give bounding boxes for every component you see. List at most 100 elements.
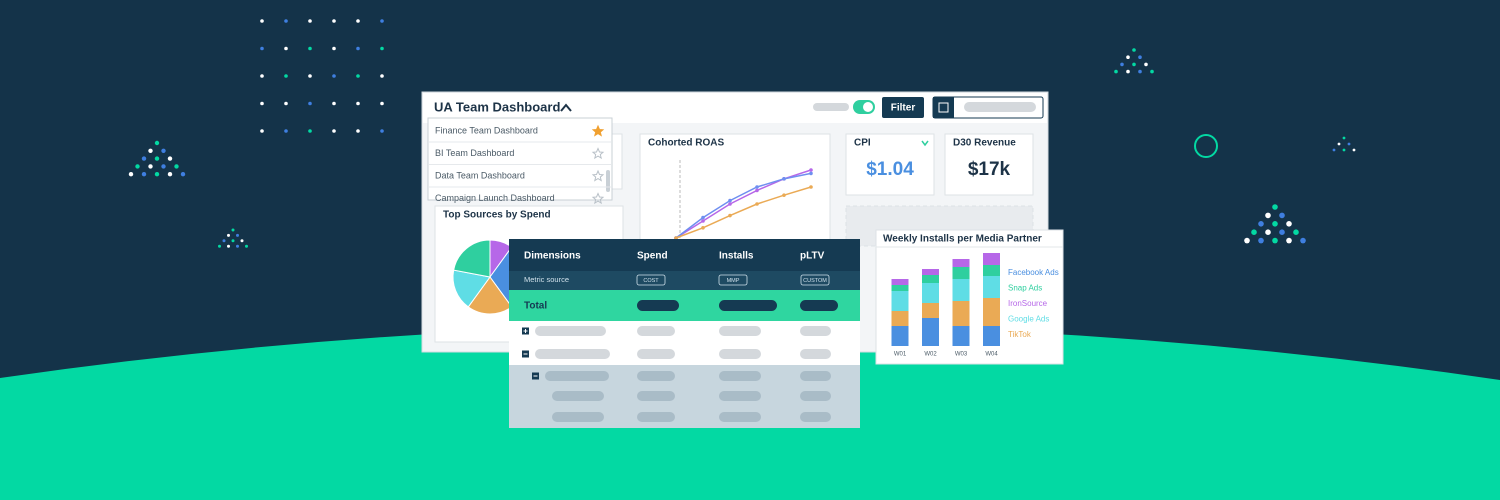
bar-segment (891, 285, 909, 291)
dot (1150, 69, 1154, 74)
x-tick-label: W01 (894, 352, 907, 358)
bar-segment (952, 279, 970, 301)
dot (1279, 229, 1285, 235)
dot (148, 148, 153, 153)
calendar-glyph (938, 102, 949, 113)
column-header[interactable]: Dimensions (524, 251, 581, 262)
dot (1272, 221, 1278, 227)
dot (284, 74, 288, 78)
placeholder (637, 326, 675, 336)
dropdown-item[interactable]: Finance Team Dashboard (435, 125, 538, 135)
dot (284, 129, 288, 133)
dropdown-item[interactable]: Campaign Launch Dashboard (435, 193, 555, 203)
dot (1332, 148, 1336, 152)
bar-segment (983, 276, 1000, 298)
bar-segment (983, 265, 1000, 276)
placeholder (800, 300, 838, 311)
dot (1138, 55, 1142, 59)
card-title: Cohorted ROAS (648, 138, 724, 149)
roas-point (809, 171, 813, 176)
star-icon[interactable] (591, 169, 605, 182)
placeholder (800, 349, 831, 359)
placeholder (535, 349, 610, 359)
dot (284, 46, 288, 51)
dot (167, 156, 173, 161)
placeholder (637, 391, 675, 401)
dot-decor (128, 19, 1356, 248)
roas-line (675, 186, 812, 239)
roas-point (809, 168, 813, 172)
kpi-value: $17k (968, 159, 1011, 180)
dot (1144, 62, 1148, 67)
card-title: Weekly Installs per Media Partner (883, 234, 1042, 245)
star-icon[interactable] (591, 192, 605, 205)
dot (1265, 229, 1271, 235)
dot (1265, 212, 1271, 219)
caret[interactable] (560, 103, 572, 112)
star-icon[interactable] (591, 147, 605, 160)
dot (1337, 142, 1341, 146)
dropdown-item[interactable]: BI Team Dashboard (435, 148, 514, 158)
dot (231, 239, 235, 243)
roas-point (755, 202, 759, 206)
filter-button[interactable] (882, 97, 924, 118)
dot (308, 101, 312, 106)
star-icon[interactable] (591, 124, 605, 137)
placeholder (719, 371, 761, 381)
table-content: Dimensions Spend Installs pLTV Metric source… (522, 251, 838, 422)
bar-segment (922, 275, 939, 283)
roas-point (782, 193, 786, 197)
dashboard-title[interactable]: UA Team Dashboard (434, 99, 560, 114)
legend-entry: TikTok (1008, 330, 1032, 339)
placeholder (719, 300, 777, 311)
table-header (509, 239, 860, 271)
dot (380, 74, 384, 78)
dot (1120, 62, 1124, 67)
dot (332, 74, 336, 78)
roas-point (809, 185, 813, 189)
dot (380, 129, 384, 133)
dot (135, 164, 140, 169)
bar-segment (891, 279, 909, 285)
badge (800, 274, 830, 286)
bar-segment (983, 326, 1000, 346)
roas-point (782, 177, 786, 181)
dot (174, 164, 179, 169)
bar-segment (952, 267, 970, 279)
row-label: Metric source (524, 275, 569, 284)
dropdown-item[interactable]: Data Team Dashboard (435, 170, 525, 180)
badge (636, 274, 666, 286)
x-tick-label: W04 (985, 352, 998, 358)
bar-segment (891, 311, 909, 326)
column-header[interactable]: pLTV (800, 251, 825, 262)
bar-segment (922, 318, 939, 346)
placeholder (813, 103, 849, 111)
x-tick-label: W02 (924, 352, 937, 358)
dot (1286, 237, 1292, 244)
x-tick-label: W03 (955, 352, 968, 358)
dot (308, 129, 312, 133)
dot (1347, 142, 1351, 146)
dot (180, 172, 186, 177)
roas-point (755, 185, 759, 189)
bar-segment (891, 291, 909, 311)
placeholder (535, 326, 606, 336)
dot (161, 148, 166, 153)
dot (1138, 69, 1142, 74)
column-header[interactable]: Spend (637, 251, 668, 262)
weekly-chart: W01 W02 W03 W04 Facebook Ads Snap Ads IronSour… (891, 253, 1059, 358)
column-header[interactable]: Installs (719, 251, 754, 262)
roas-point (674, 236, 678, 240)
dot (1300, 237, 1306, 244)
card-title: CPI (854, 138, 871, 149)
dot (356, 101, 360, 106)
dot (1244, 237, 1250, 244)
row-label: Total (524, 301, 547, 312)
dot (1132, 48, 1136, 52)
dot (128, 172, 134, 177)
filter-label[interactable]: Filter (891, 103, 916, 114)
dot (245, 244, 248, 248)
date-icon[interactable] (933, 97, 954, 118)
